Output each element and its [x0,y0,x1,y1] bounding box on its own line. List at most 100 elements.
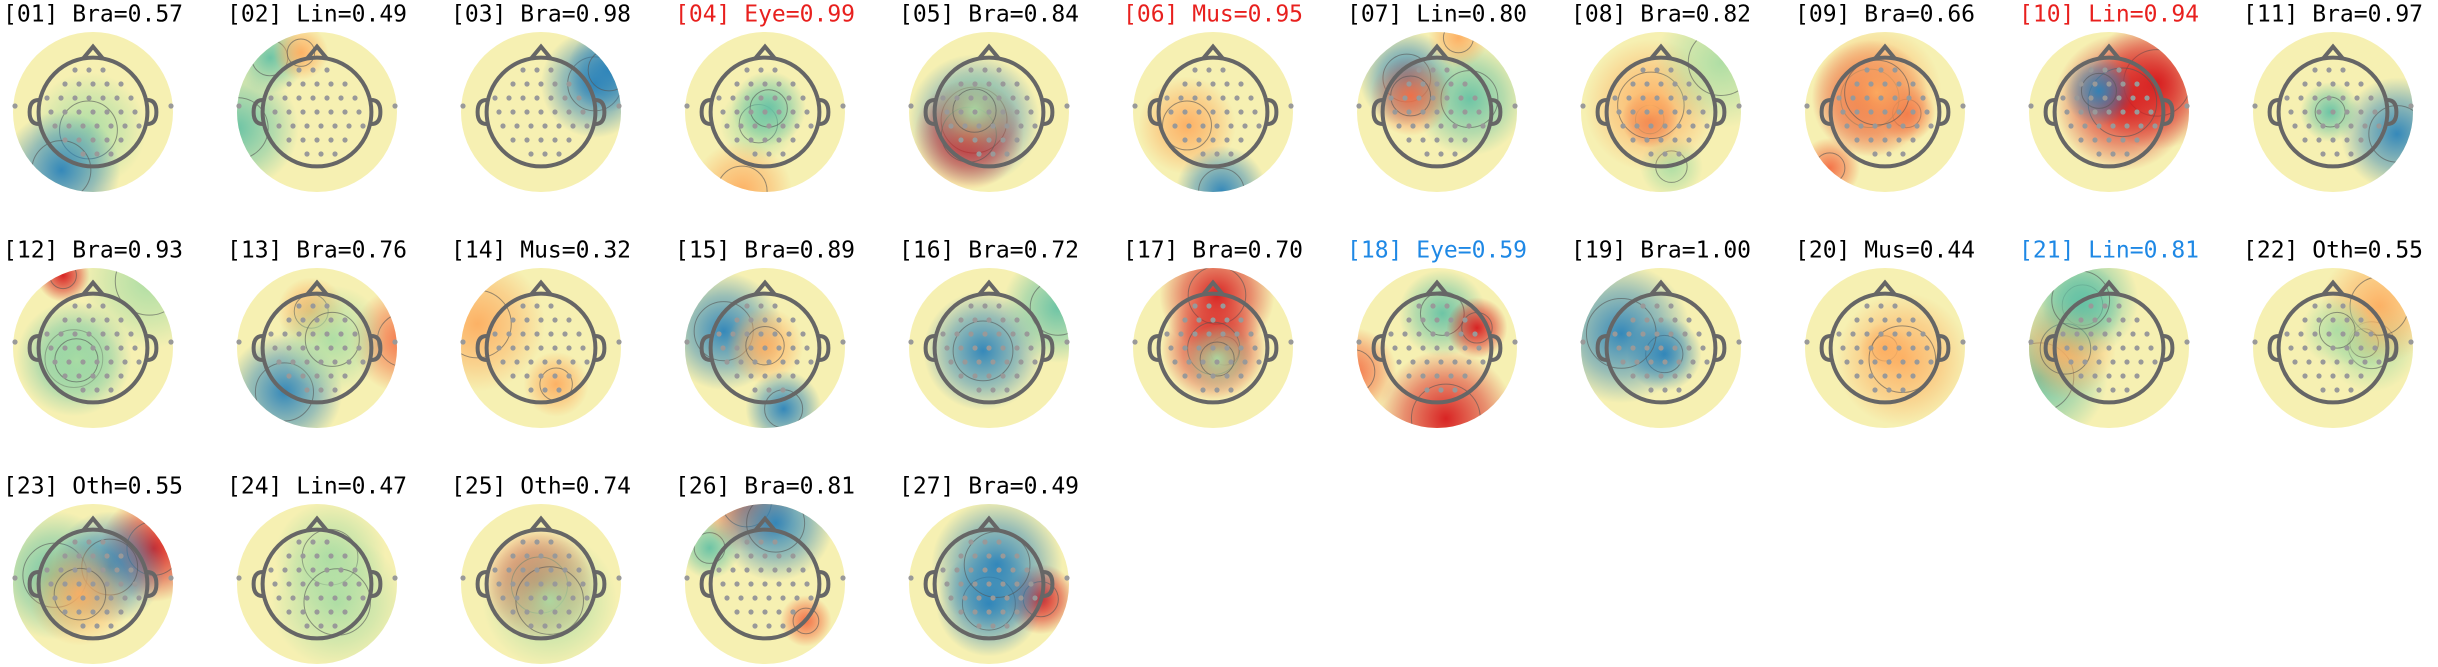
sensor [990,595,996,601]
topomap [1804,32,1966,192]
sensor [1000,581,1006,587]
sensor [1444,67,1450,73]
sensor [2106,109,2112,115]
sensor [2362,359,2368,365]
nose [753,43,777,60]
topomap [2252,268,2414,428]
sensor [1896,137,1902,143]
sensor [2334,387,2340,393]
sensor [1206,95,1212,101]
topomap [2028,32,2190,192]
sensor [542,151,548,157]
sensor [324,95,330,101]
sensor [566,581,572,587]
sensor [1462,317,1468,323]
sensor [2358,373,2364,379]
sensor [968,303,974,309]
sensor [940,95,946,101]
sensor [1182,81,1188,87]
sensor [972,109,978,115]
sensor [1704,123,1710,129]
sensor [1420,109,1426,115]
sensor [1444,331,1450,337]
sensor [1000,137,1006,143]
head-outline [484,527,598,641]
sensor [1182,345,1188,351]
contour [746,504,806,553]
component-label: [07] Lin=0.80 [1347,2,1527,28]
sensor [534,331,540,337]
sensor [1224,109,1230,115]
sensor [1238,137,1244,143]
sensor [122,359,128,365]
sensor [1882,137,1888,143]
head-outline [1156,55,1270,169]
sensor [1064,575,1070,581]
sensor [542,595,548,601]
topomap-blob [2300,82,2361,142]
sensor [2096,151,2102,157]
sensor [1430,67,1436,73]
sensor [1420,81,1426,87]
sensor [66,595,72,601]
sensor [1210,345,1216,351]
sensor [982,95,988,101]
nose [529,279,553,296]
sensor [570,595,576,601]
sensor [1654,95,1660,101]
contour [952,88,997,133]
sensor [1868,109,1874,115]
sensor [2340,303,2346,309]
sensor [104,317,110,323]
sensor [1858,123,1864,129]
sensor [94,151,100,157]
sensor [2124,123,2130,129]
sensor [548,567,554,573]
sensor [762,609,768,615]
sensor [100,95,106,101]
sensor [318,151,324,157]
sensor [1220,95,1226,101]
sensor [80,387,86,393]
sensor [804,109,810,115]
sensor [62,81,68,87]
sensor [808,595,814,601]
topomap-blob [13,111,121,192]
sensor [1238,81,1244,87]
sensor [86,303,92,309]
sensor [758,303,764,309]
component-label: [02] Lin=0.49 [227,2,407,28]
sensor [2130,95,2136,101]
sensor [1872,387,1878,393]
sensor [2102,331,2108,337]
sensor [684,339,690,345]
sensor [1410,359,1416,365]
sensor [2340,95,2346,101]
sensor [1434,317,1440,323]
sensor [1010,567,1016,573]
sensor [790,81,796,87]
sensor [1000,81,1006,87]
sensor [948,359,954,365]
sensor [496,109,502,115]
sensor [328,373,334,379]
sensor [304,359,310,365]
sensor [744,567,750,573]
sensor [1000,609,1006,615]
sensor [954,95,960,101]
head-outline [260,291,374,405]
right-ear [1715,334,1727,362]
sensor [128,331,134,337]
sensor [1928,359,1934,365]
sensor [1018,359,1024,365]
component-label: [15] Bra=0.89 [675,238,855,264]
sensor [1410,123,1416,129]
right-ear [819,98,831,126]
sensor [2302,81,2308,87]
sensor [2320,151,2326,157]
sensor [2302,109,2308,115]
sensor [1416,331,1422,337]
sensor [730,95,736,101]
sensor [2144,331,2150,337]
sensor [2348,387,2354,393]
